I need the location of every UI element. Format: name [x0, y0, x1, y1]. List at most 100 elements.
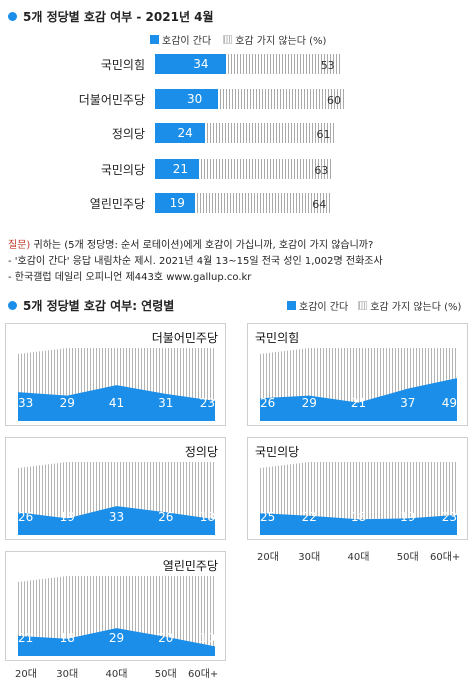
age-panel-title: 국민의힘 [252, 329, 303, 346]
bar-positive [155, 193, 195, 213]
age-tick-label: 50대 [154, 669, 177, 680]
age-tick-label: 30대 [298, 552, 321, 563]
bar-negative-value: 53 [320, 59, 335, 72]
method-note: - '호감이 간다' 응답 내림차순 제시. 2021년 4월 13~15일 전… [8, 256, 383, 267]
bullet-icon [8, 301, 17, 310]
legend-negative-swatch [358, 301, 368, 310]
section2-legend: 호감이 간다 호감 가지 않는다 (%) [287, 298, 461, 313]
age-value-label: 26 [158, 510, 173, 524]
age-value-label: 26 [260, 396, 275, 410]
bar-positive [155, 89, 218, 109]
age-value-label: 33 [109, 510, 124, 524]
age-value-label: 31 [158, 396, 173, 410]
age-value-label: 23 [442, 510, 457, 524]
age-value-label: 19 [60, 510, 75, 524]
bar-negative [220, 89, 346, 109]
bar-category-label: 국민의당 [100, 163, 145, 177]
section1-title: 5개 정당별 호감 여부 - 2021년 4월 [23, 10, 214, 24]
age-value-label: 29 [302, 396, 317, 410]
age-panel: 26 19 33 26 18 정의당 [5, 437, 226, 540]
age-panel-chart: 26 19 33 26 18 [18, 462, 215, 535]
age-tick-label: 60대+ [188, 669, 219, 680]
age-panel-title: 열린민주당 [159, 557, 221, 574]
age-value-label: 29 [60, 396, 75, 410]
section1-legend: 호감이 간다 호감 가지 않는다 (%) [150, 32, 326, 47]
negative-area [18, 576, 215, 656]
age-tick-label: 40대 [347, 552, 370, 563]
age-panel: 21 18 29 20 10 열린민주당 [5, 551, 226, 661]
bar-positive-value: 21 [172, 162, 189, 176]
age-value-label: 26 [18, 510, 33, 524]
age-panel-chart: 21 18 29 20 10 [18, 576, 215, 656]
legend-positive-label: 호감이 간다 [162, 36, 212, 47]
positive-area [18, 506, 215, 535]
question-note: 질문) 귀하는 (5개 정당명: 순서 로테이션)에게 호감이 가십니까, 호감… [8, 236, 373, 251]
age-panel-chart: 26 29 21 37 49 [260, 348, 457, 421]
bar-negative-value: 61 [316, 128, 331, 141]
age-panel-title: 정의당 [181, 443, 221, 460]
age-value-label: 10 [200, 631, 215, 645]
section2-title: 5개 정당별 호감 여부: 연령별 [23, 299, 175, 313]
age-value-label: 21 [351, 396, 366, 410]
bar-positive [155, 159, 200, 179]
bar-negative [201, 159, 334, 179]
bar-negative [228, 54, 340, 74]
legend-positive-label: 호감이 간다 [299, 302, 349, 313]
section1-header: 5개 정당별 호감 여부 - 2021년 4월 [8, 8, 214, 25]
party-favorability-bar-chart: 국민의힘 34 53 더불어민주당 30 60 정의당 24 61 국민의당 21 63 열린민주당 19… [0, 0, 476, 230]
legend-positive-swatch [150, 35, 159, 44]
age-tick-label: 30대 [56, 669, 79, 680]
age-tick-label: 60대+ [430, 552, 461, 563]
bar-negative [196, 193, 332, 213]
age-value-label: 20 [158, 631, 173, 645]
bar-positive-value: 19 [169, 196, 185, 210]
positive-area [260, 378, 457, 421]
bar-category-label: 더불어민주당 [78, 93, 145, 107]
age-tick-label: 20대 [257, 552, 279, 563]
bar-positive [155, 54, 227, 74]
bar-negative-value: 60 [327, 94, 341, 107]
bar-category-label: 열린민주당 [89, 197, 145, 211]
age-tick-label: 20대 [15, 669, 37, 680]
positive-area [260, 513, 457, 535]
age-value-label: 21 [18, 631, 33, 645]
age-panel: 26 29 21 37 49 국민의힘 [247, 323, 468, 426]
age-value-label: 33 [18, 396, 33, 410]
age-value-label: 18 [200, 510, 215, 524]
age-panel-chart: 33 29 41 31 23 [18, 348, 215, 421]
age-panel: 33 29 41 31 23 더불어민주당 [5, 323, 226, 426]
age-value-label: 18 [351, 510, 366, 524]
age-panel-title: 국민의당 [252, 443, 303, 460]
question-label: 질문) [8, 240, 31, 251]
age-tick-label: 40대 [105, 669, 128, 680]
positive-area [18, 628, 215, 656]
bullet-icon [8, 12, 17, 21]
bar-positive-value: 34 [193, 57, 209, 71]
age-value-label: 18 [60, 631, 75, 645]
bar-negative-value: 63 [314, 164, 329, 177]
age-value-label: 37 [400, 396, 415, 410]
age-value-label: 41 [109, 396, 124, 410]
legend-negative-swatch [223, 35, 233, 44]
source-note: - 한국갤럽 데일리 오피니언 제443호 www.gallup.co.kr [8, 272, 252, 283]
bar-negative-value: 64 [312, 198, 327, 211]
bar-positive [155, 123, 206, 143]
bar-negative [207, 123, 336, 143]
age-panel-title: 더불어민주당 [148, 329, 221, 346]
positive-area [18, 385, 215, 421]
age-tick-label: 50대 [396, 552, 419, 563]
section2-header: 5개 정당별 호감 여부: 연령별 [8, 297, 174, 314]
age-panel-chart: 25 22 18 19 23 [260, 462, 457, 535]
legend-negative-label: 호감 가지 않는다 (%) [235, 36, 327, 47]
question-text: 귀하는 (5개 정당명: 순서 로테이션)에게 호감이 가십니까, 호감이 가지… [30, 240, 374, 251]
legend-positive-swatch [287, 301, 296, 310]
bar-positive-value: 24 [177, 126, 193, 140]
bar-positive-value: 30 [186, 92, 203, 106]
bar-category-label: 국민의힘 [100, 58, 145, 72]
age-panel: 25 22 18 19 23 국민의당 [247, 437, 468, 540]
bar-category-label: 정의당 [111, 127, 145, 141]
legend-negative-label: 호감 가지 않는다 (%) [370, 302, 462, 313]
age-value-label: 25 [260, 510, 275, 524]
age-value-label: 19 [400, 510, 415, 524]
